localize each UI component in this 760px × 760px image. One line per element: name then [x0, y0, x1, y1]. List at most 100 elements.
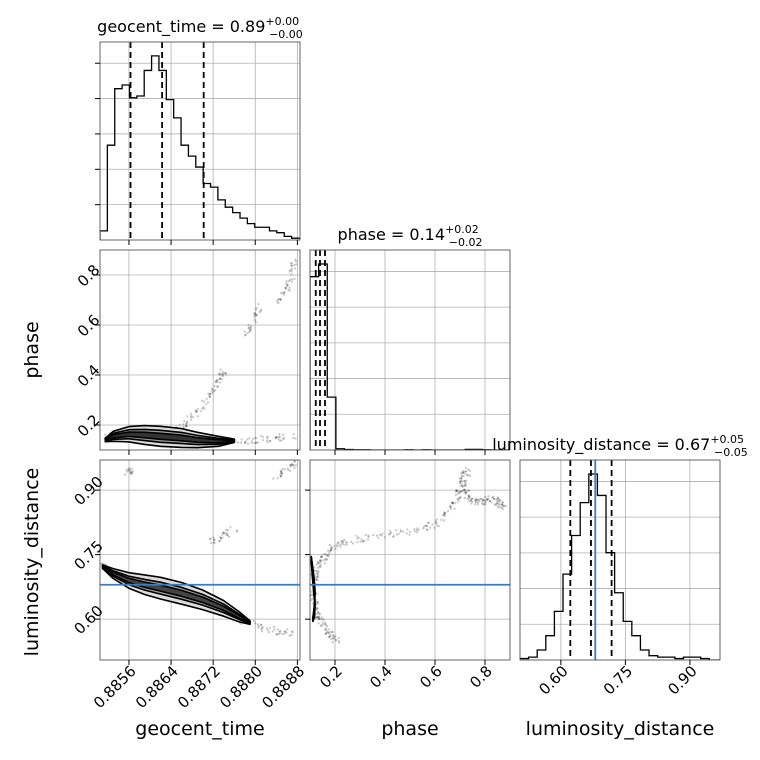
scatter-point	[279, 299, 283, 302]
density-contour	[310, 557, 316, 621]
scatter-point	[338, 543, 341, 546]
scatter-point	[248, 326, 251, 329]
scatter-point	[226, 534, 229, 537]
scatter-point	[329, 544, 332, 547]
scatter-point	[221, 373, 224, 376]
scatter-point	[258, 311, 261, 314]
scatter-point	[276, 298, 279, 302]
scatter-point	[316, 572, 319, 575]
hist-bar	[129, 98, 136, 240]
scatter-point	[426, 521, 430, 525]
x-tick-label: 0.60	[535, 662, 571, 698]
scatter-point	[317, 610, 320, 614]
scatter-point	[467, 474, 470, 477]
scatter-point	[462, 484, 465, 487]
scatter-point	[247, 324, 250, 327]
scatter-point	[205, 403, 208, 406]
scatter-point	[290, 463, 294, 466]
scatter-point	[427, 521, 430, 524]
scatter-point	[417, 528, 420, 531]
scatter-point	[311, 602, 315, 605]
scatter-point	[211, 387, 214, 390]
scatter-point	[493, 503, 496, 506]
scatter-point	[281, 468, 284, 471]
scatter-point	[216, 379, 219, 382]
hist-panel-geocent_time	[100, 42, 300, 240]
scatter-point	[478, 498, 481, 501]
scatter-point	[465, 470, 468, 473]
scatter-point	[219, 536, 222, 540]
scatter-point	[279, 297, 282, 301]
scatter-point	[279, 474, 282, 477]
hist-bar	[606, 553, 615, 660]
scatter-point	[462, 489, 465, 492]
scatter-point	[253, 319, 256, 322]
scatter-point	[331, 630, 334, 633]
scatter-point	[279, 475, 282, 478]
scatter-point	[357, 536, 360, 539]
scatter-point	[218, 540, 221, 543]
scatter-point	[486, 498, 489, 501]
scatter-point	[328, 635, 331, 638]
scatter-point	[453, 507, 456, 510]
y-tick-label: 0.6	[74, 311, 104, 341]
scatter-point	[208, 394, 211, 397]
scatter-point	[501, 501, 504, 504]
scatter-point	[321, 621, 324, 624]
scatter-point	[288, 463, 292, 466]
scatter-point	[470, 499, 473, 502]
scatter-point	[443, 513, 446, 516]
scatter-point	[290, 264, 293, 267]
axes-frame	[99, 41, 301, 241]
scatter-point	[286, 467, 289, 470]
scatter-point	[345, 541, 348, 544]
scatter-point	[447, 510, 450, 513]
x-tick-label: 0.8	[466, 662, 496, 692]
scatter-point	[189, 416, 192, 419]
scatter-point	[316, 579, 319, 582]
scatter-point	[290, 463, 293, 466]
scatter-point	[250, 440, 253, 443]
scatter-point	[317, 617, 320, 620]
scatter-point	[461, 480, 464, 483]
scatter-point	[284, 287, 288, 290]
scatter-point	[459, 495, 462, 498]
scatter-point	[331, 634, 335, 637]
scatter-point	[469, 498, 472, 502]
scatter-point	[293, 460, 296, 463]
scatter-point	[465, 479, 468, 482]
hist-bar	[537, 650, 546, 660]
scatter-point	[213, 384, 216, 388]
hist-bar	[218, 200, 225, 240]
scatter-point	[203, 407, 206, 410]
scatter-point	[484, 501, 487, 504]
scatter-point	[130, 467, 133, 470]
scatter-point	[226, 533, 229, 537]
scatter-point	[190, 414, 193, 418]
scatter-point	[287, 288, 290, 291]
hist-title: geocent_time = 0.89+0.00 −0.00	[97, 15, 303, 41]
scatter-point	[460, 475, 463, 479]
scatter-point	[496, 503, 500, 506]
hist-bar	[632, 636, 641, 660]
scatter-point	[203, 400, 206, 403]
scatter-point	[196, 415, 199, 418]
scatter-point	[274, 436, 277, 439]
scatter-point	[289, 269, 292, 272]
scatter-point	[186, 415, 189, 418]
scatter-point	[443, 514, 446, 517]
scatter-point	[327, 555, 330, 558]
scatter-point	[129, 471, 132, 474]
scatter-point	[436, 524, 439, 527]
scatter-point	[201, 399, 204, 402]
scatter-point	[461, 485, 464, 489]
scatter-point	[464, 466, 467, 470]
scatter-point	[408, 533, 411, 536]
scatter-point	[219, 536, 222, 539]
scatter-point	[459, 480, 463, 483]
scatter-point	[380, 534, 383, 537]
scatter-point	[272, 477, 275, 480]
scatter-point	[454, 490, 457, 493]
scatter-point	[125, 468, 128, 471]
scatter-point	[278, 298, 282, 301]
